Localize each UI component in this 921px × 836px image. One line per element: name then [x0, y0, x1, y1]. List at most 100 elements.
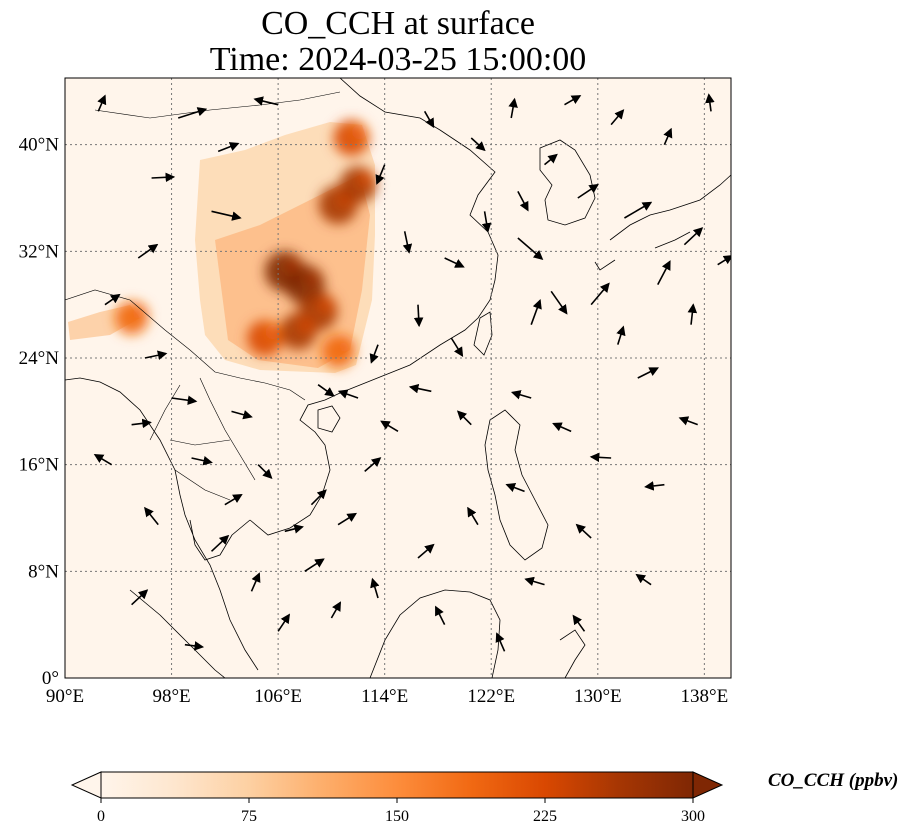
wind-arrow: [683, 227, 704, 246]
y-tick-label: 32°N: [19, 241, 60, 262]
chart-title-line1: CO_CCH at surface: [261, 5, 535, 42]
wind-arrow: [304, 558, 325, 573]
wind-arrow: [171, 395, 198, 405]
wind-arrow: [131, 589, 149, 606]
wind-arrow: [177, 107, 208, 119]
wind-arrow: [481, 211, 492, 233]
wind-arrow: [408, 383, 432, 394]
coastline-korea: [539, 139, 596, 226]
coastline-japan: [594, 174, 731, 271]
wind-arrow: [257, 464, 273, 479]
wind-vectors: [93, 93, 731, 652]
wind-arrow: [217, 142, 240, 153]
wind-arrow: [369, 344, 379, 364]
wind-arrow: [330, 601, 341, 619]
wind-arrow: [184, 641, 205, 651]
wind-arrow: [250, 572, 261, 592]
wind-arrow: [517, 237, 544, 260]
wind-arrow: [402, 231, 413, 254]
wind-arrow: [530, 298, 542, 325]
wind-arrow: [380, 420, 399, 433]
wind-arrow: [550, 290, 568, 315]
colorbar-tick-label: 300: [681, 808, 705, 825]
wind-arrow: [131, 418, 152, 429]
colorbar-tick-label: 0: [97, 808, 105, 825]
colorbar-tick-label: 150: [385, 808, 409, 825]
colorbar-label: CO_CCH (ppbv): [768, 770, 899, 791]
wind-arrow: [375, 164, 386, 185]
y-tick-label: 40°N: [19, 135, 60, 156]
wind-arrow: [97, 94, 107, 112]
coastline-indochina: [65, 377, 259, 671]
wind-arrow: [544, 153, 558, 166]
colorbar-gradient: [100, 771, 694, 799]
co-hotspot-halo: [318, 297, 335, 314]
coastline-china: [249, 78, 499, 536]
wind-arrow: [635, 573, 652, 586]
wind-arrow: [572, 614, 586, 632]
co-hotspot-halo: [298, 317, 315, 334]
colorbar-tick-label: 75: [241, 808, 257, 825]
wind-arrow: [364, 457, 382, 472]
wind-arrow: [211, 210, 242, 221]
wind-arrow: [93, 453, 113, 466]
wind-arrow: [610, 109, 625, 126]
co-hotspot-halo: [351, 124, 368, 140]
wind-arrow: [678, 416, 698, 426]
wind-arrow: [104, 293, 121, 306]
x-tick-label: 106°E: [254, 686, 302, 707]
wind-arrow: [590, 282, 610, 306]
wind-arrow: [224, 493, 243, 506]
wind-arrow: [637, 367, 659, 379]
wind-arrow: [317, 384, 335, 397]
wind-arrow: [284, 524, 304, 534]
co-hotspot-halo: [304, 270, 321, 287]
wind-arrow: [144, 506, 159, 526]
wind-arrow: [413, 304, 424, 328]
co-hotspot: [264, 251, 305, 292]
wind-arrow: [616, 325, 626, 345]
gridlines: [65, 78, 731, 678]
y-tick-label: 8°N: [28, 561, 59, 582]
co-hotspot-halo: [338, 337, 355, 354]
x-tick-label: 130°E: [574, 686, 622, 707]
wind-arrow: [310, 489, 327, 506]
x-tick-label: 98°E: [152, 686, 190, 707]
wind-arrow: [231, 410, 253, 420]
wind-arrow: [495, 632, 506, 652]
wind-arrow: [508, 97, 518, 119]
y-tick-label: 24°N: [19, 348, 60, 369]
colorbar: 0 75 150 225 300: [70, 771, 724, 825]
wind-arrow: [144, 350, 168, 360]
country-borders: [65, 91, 341, 501]
wind-arrow: [470, 137, 486, 152]
wind-arrow: [552, 422, 572, 433]
wind-arrow: [151, 172, 176, 183]
colorbar-extend-max: [692, 771, 724, 799]
wind-arrow: [687, 303, 698, 325]
coastline-hainan: [317, 405, 341, 433]
wind-arrow: [417, 543, 435, 559]
chart-title-line2: Time: 2024-03-25 15:00:00: [209, 41, 587, 78]
wind-arrow: [717, 255, 731, 266]
x-tick-label: 138°E: [681, 686, 729, 707]
wind-arrow: [589, 452, 612, 463]
wind-arrow: [191, 455, 213, 466]
wind-arrow: [505, 483, 525, 493]
co-hotspot-halo: [284, 257, 301, 274]
y-tick-label: 0°: [42, 668, 59, 689]
co-hotspot-halo: [264, 324, 281, 340]
wind-arrow: [524, 576, 545, 587]
wind-arrow: [456, 410, 472, 426]
wind-arrow: [210, 534, 230, 552]
colorbar-extend-min: [70, 771, 102, 799]
x-tick-label: 90°E: [46, 686, 84, 707]
map-background: [65, 78, 731, 678]
wind-arrow: [467, 506, 479, 526]
wind-arrow: [644, 481, 665, 491]
wind-arrow: [370, 577, 380, 599]
coastlines: [65, 78, 731, 678]
wind-arrow: [277, 613, 291, 632]
y-tick-label: 16°N: [19, 455, 60, 476]
